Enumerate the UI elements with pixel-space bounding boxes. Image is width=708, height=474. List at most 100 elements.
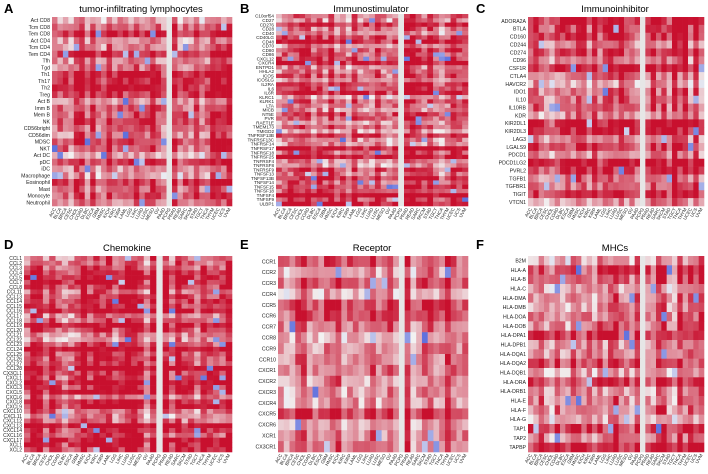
heatmap-cell bbox=[200, 299, 208, 305]
heatmap-cell bbox=[380, 65, 387, 70]
heatmap-cell bbox=[162, 375, 170, 381]
heatmap-cell bbox=[533, 24, 539, 34]
heatmap-cell bbox=[226, 64, 233, 72]
heatmap-cell bbox=[87, 337, 94, 343]
heatmap-cell bbox=[334, 39, 341, 45]
heatmap-cell bbox=[438, 107, 446, 113]
heatmap-cell bbox=[162, 284, 170, 290]
heatmap-cell bbox=[398, 112, 405, 117]
heatmap-cell bbox=[462, 31, 469, 36]
heatmap-cell bbox=[177, 152, 184, 160]
heatmap-cell bbox=[345, 163, 352, 168]
heatmap-cell bbox=[310, 197, 318, 203]
heatmap-cell bbox=[528, 103, 534, 112]
heatmap-cell bbox=[334, 69, 341, 75]
heatmap-cell bbox=[608, 158, 614, 167]
heatmap-cell bbox=[322, 60, 329, 66]
column-label: THCA bbox=[672, 206, 683, 220]
heatmap-cell bbox=[299, 167, 306, 173]
heatmap-cell bbox=[438, 120, 446, 126]
heatmap-cell bbox=[118, 279, 126, 285]
heatmap-cell bbox=[357, 14, 364, 19]
heatmap-cell bbox=[310, 69, 318, 75]
heatmap-cell bbox=[416, 288, 423, 300]
heatmap-cell bbox=[131, 389, 138, 395]
heatmap-cell bbox=[188, 50, 195, 58]
heatmap-cell bbox=[182, 30, 189, 38]
heatmap-cell bbox=[61, 394, 69, 400]
heatmap-cell bbox=[427, 60, 434, 66]
heatmap-cell bbox=[118, 399, 126, 405]
heatmap-cell bbox=[433, 26, 440, 32]
heatmap-cell bbox=[357, 154, 364, 160]
heatmap-cell bbox=[68, 256, 75, 262]
heatmap-cell bbox=[90, 172, 96, 180]
heatmap-cell bbox=[316, 99, 323, 104]
heatmap-cell bbox=[206, 375, 214, 381]
heatmap-cell bbox=[415, 14, 422, 19]
heatmap-cell bbox=[299, 133, 306, 139]
heatmap-cell bbox=[287, 176, 294, 181]
heatmap-cell bbox=[597, 135, 603, 144]
heatmap-cell bbox=[650, 111, 657, 120]
heatmap-cell bbox=[305, 18, 312, 23]
heatmap-cell bbox=[112, 342, 119, 348]
heatmap-cell bbox=[351, 107, 358, 113]
heatmap-cell bbox=[24, 370, 31, 376]
heatmap-cell bbox=[80, 270, 88, 276]
heatmap-cell bbox=[293, 73, 300, 79]
column-label: THCA bbox=[195, 452, 206, 466]
heatmap-cell bbox=[629, 127, 635, 136]
heatmap-cell bbox=[340, 22, 347, 28]
heatmap-cell bbox=[576, 111, 582, 120]
heatmap-cell bbox=[24, 294, 31, 300]
column-label: PAAD bbox=[156, 206, 167, 220]
heatmap-cell bbox=[168, 394, 176, 400]
heatmap-cell bbox=[87, 322, 94, 329]
heatmap-cell bbox=[49, 318, 56, 324]
heatmap-cell bbox=[219, 380, 226, 386]
heatmap-cell bbox=[193, 199, 200, 207]
heatmap-cell bbox=[215, 165, 222, 173]
heatmap-cell bbox=[316, 184, 323, 190]
heatmap-cell bbox=[118, 284, 126, 290]
heatmap-cell bbox=[328, 154, 335, 160]
heatmap-cell bbox=[456, 82, 463, 87]
column-label: LUAD bbox=[608, 206, 619, 220]
heatmap-cell bbox=[316, 103, 323, 109]
heatmap-cell bbox=[80, 380, 88, 386]
heatmap-cell bbox=[188, 30, 195, 38]
heatmap-cell bbox=[49, 351, 56, 357]
heatmap-cell bbox=[554, 95, 561, 104]
heatmap-cell bbox=[439, 266, 446, 279]
heatmap-cell bbox=[374, 22, 382, 28]
heatmap-cell bbox=[49, 346, 56, 352]
heatmap-cell bbox=[629, 182, 635, 191]
heatmap-cell bbox=[656, 48, 662, 57]
heatmap-cell bbox=[61, 447, 69, 453]
heatmap-cell bbox=[363, 39, 370, 45]
heatmap-cell bbox=[306, 256, 313, 268]
heatmap-cell bbox=[295, 288, 302, 300]
column-label: UCEC bbox=[208, 452, 219, 466]
heatmap-cell bbox=[456, 14, 463, 19]
row-label: CCR9 bbox=[262, 346, 276, 352]
heatmap-cell bbox=[444, 52, 451, 57]
heatmap-cell bbox=[287, 90, 294, 96]
heatmap-cell bbox=[117, 57, 124, 65]
heatmap-cell bbox=[444, 137, 451, 143]
heatmap-cell bbox=[322, 90, 329, 96]
heatmap-cell bbox=[608, 166, 614, 175]
heatmap-cell bbox=[57, 44, 64, 52]
heatmap-cell bbox=[30, 275, 37, 281]
heatmap-cell bbox=[287, 124, 294, 130]
heatmap-cell bbox=[200, 327, 208, 333]
heatmap-cell bbox=[592, 32, 598, 41]
heatmap-cell bbox=[168, 428, 176, 434]
heatmap-cell bbox=[661, 64, 667, 73]
heatmap-cell bbox=[276, 129, 283, 134]
heatmap-cell bbox=[99, 385, 107, 391]
heatmap-cell bbox=[42, 394, 50, 400]
row-label: CXCR1 bbox=[258, 368, 276, 374]
row-label: Th1 bbox=[41, 72, 50, 78]
